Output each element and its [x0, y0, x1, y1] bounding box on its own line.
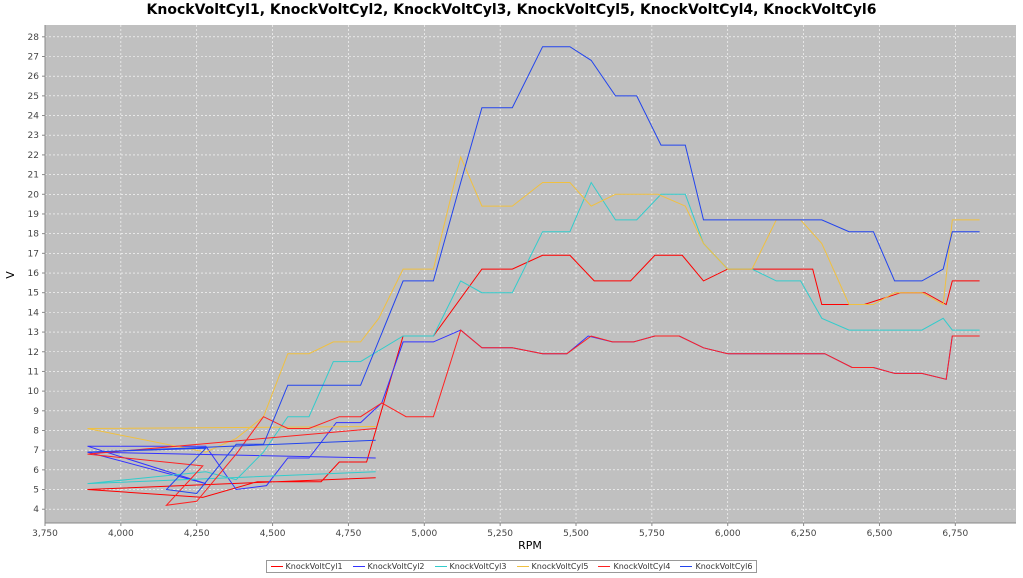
x-tick-label: 6,500	[867, 529, 893, 539]
legend-swatch	[680, 566, 693, 567]
legend-swatch	[352, 566, 365, 567]
legend-label: KnockVoltCyl1	[285, 562, 343, 571]
x-tick-label: 4,500	[260, 529, 286, 539]
y-tick-label: 4	[33, 505, 39, 515]
legend-swatch	[270, 566, 283, 567]
series-line-knockvoltcyl6	[87, 46, 980, 495]
x-axis-ticks: 3,750 4,000 4,250 4,500 4,750 5,000 5,250 5,500…	[32, 523, 968, 539]
y-tick-label: 23	[28, 131, 39, 141]
y-tick-label: 26	[28, 72, 40, 82]
y-tick-label: 16	[28, 269, 40, 279]
y-tick-label: 27	[28, 52, 39, 62]
series-line-knockvoltcyl5	[87, 155, 980, 453]
y-tick-label: 7	[33, 446, 39, 456]
x-tick-label: 4,250	[184, 529, 210, 539]
y-tick-label: 8	[33, 426, 39, 436]
legend-label: KnockVoltCyl2	[367, 562, 425, 571]
legend-item: KnockVoltCyl5	[516, 562, 589, 571]
x-tick-label: 5,000	[411, 529, 437, 539]
x-tick-label: 6,000	[715, 529, 741, 539]
legend-label: KnockVoltCyl4	[613, 562, 671, 571]
y-tick-label: 15	[28, 289, 39, 299]
x-tick-label: 4,000	[108, 529, 134, 539]
legend-swatch	[434, 566, 447, 567]
legend: KnockVoltCyl1 KnockVoltCyl2 KnockVoltCyl3 K…	[0, 560, 1023, 573]
y-tick-label: 17	[28, 249, 39, 259]
y-tick-label: 18	[28, 230, 40, 240]
legend-label: KnockVoltCyl5	[531, 562, 589, 571]
y-tick-label: 10	[28, 387, 40, 397]
y-tick-label: 24	[28, 112, 40, 122]
y-tick-label: 22	[28, 151, 39, 161]
y-tick-label: 6	[33, 466, 39, 476]
series-line-knockvoltcyl4	[87, 329, 980, 506]
y-tick-label: 20	[28, 190, 40, 200]
series-line-knockvoltcyl3	[87, 181, 980, 485]
x-axis-label: RPM	[518, 539, 542, 552]
x-tick-label: 5,750	[639, 529, 665, 539]
y-tick-label: 12	[28, 348, 39, 358]
chart-title: KnockVoltCyl1, KnockVoltCyl2, KnockVoltC…	[146, 2, 877, 18]
y-axis-ticks: 4 5 6 7 8 9 10 11 12 13 14 15 16 17 18 19 20 21 22 23 24 25 26…	[28, 33, 45, 515]
y-tick-label: 5	[33, 486, 39, 496]
legend-label: KnockVoltCyl6	[695, 562, 753, 571]
legend-swatch	[598, 566, 611, 567]
y-tick-label: 9	[33, 407, 39, 417]
legend-item: KnockVoltCyl4	[598, 562, 670, 571]
legend-label: KnockVoltCyl3	[449, 562, 507, 571]
y-tick-label: 19	[28, 210, 40, 220]
legend-swatch	[516, 566, 529, 567]
y-tick-label: 28	[28, 33, 40, 43]
x-tick-label: 6,750	[942, 529, 968, 539]
legend-item: KnockVoltCyl2	[352, 562, 425, 571]
legend-box: KnockVoltCyl1 KnockVoltCyl2 KnockVoltCyl3 K…	[265, 560, 758, 573]
series-lines	[87, 46, 980, 506]
y-tick-label: 13	[28, 328, 39, 338]
x-tick-label: 5,500	[563, 529, 589, 539]
legend-item: KnockVoltCyl3	[434, 562, 507, 571]
x-tick-label: 4,750	[336, 529, 362, 539]
y-axis-label: V	[4, 271, 17, 279]
y-tick-label: 14	[28, 308, 40, 318]
legend-item: KnockVoltCyl1	[270, 562, 343, 571]
x-tick-label: 6,250	[791, 529, 817, 539]
y-tick-label: 11	[28, 367, 39, 377]
y-tick-label: 25	[28, 92, 39, 102]
x-tick-label: 3,750	[32, 529, 58, 539]
legend-item: KnockVoltCyl6	[680, 562, 752, 571]
series-line-knockvoltcyl1	[87, 254, 980, 498]
y-tick-label: 21	[28, 171, 39, 181]
plot-area	[45, 25, 1016, 523]
x-tick-label: 5,250	[487, 529, 513, 539]
